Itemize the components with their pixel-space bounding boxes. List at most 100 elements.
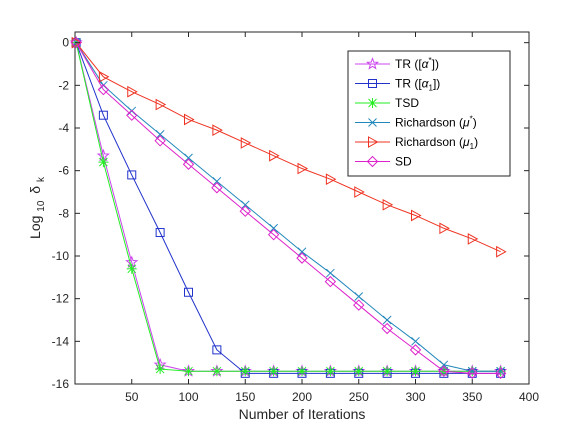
data-point <box>155 228 165 238</box>
data-point <box>467 366 477 376</box>
legend-label-base: SD <box>395 155 412 169</box>
legend-entry: Richardson (μ*) <box>355 115 477 130</box>
data-point <box>326 268 335 278</box>
legend-label: Richardson (μ*) <box>395 115 477 130</box>
x-tick-label: 100 <box>178 390 198 404</box>
legend-label-base: Richardson ( <box>395 135 463 149</box>
x-tick-label: 250 <box>349 390 369 404</box>
legend-label-base: TR ([ <box>395 77 422 91</box>
legend-entry: Richardson (μ1) <box>355 135 478 151</box>
data-point <box>240 200 250 210</box>
data-point <box>325 366 336 377</box>
y-tick-label: -8 <box>58 206 69 220</box>
legend-label-sub: 1 <box>470 142 475 151</box>
y-axis-label-sym: δ <box>27 186 43 194</box>
legend-box <box>347 50 511 177</box>
data-point <box>269 149 280 162</box>
data-point <box>297 162 309 175</box>
data-point <box>269 223 278 233</box>
data-point <box>211 182 223 194</box>
legend-swatch-marker <box>367 98 378 108</box>
legend-label: TR ([α1]) <box>395 77 440 93</box>
data-point <box>411 209 422 222</box>
series-line <box>75 42 501 253</box>
data-point <box>439 360 449 370</box>
ticks-layer: 50 100 150 200 250 300 350 400 0 -2 -4 -6 -8 -10 -12 -1… <box>52 32 539 404</box>
series-line <box>75 42 501 374</box>
data-point <box>127 170 137 180</box>
data-point <box>382 198 394 211</box>
data-point <box>353 299 365 311</box>
series-line <box>75 42 501 374</box>
y-tick-label: -10 <box>52 249 70 263</box>
legend-label-tail: ) <box>473 116 477 130</box>
data-point <box>184 287 193 297</box>
data-point <box>98 157 109 168</box>
series-3 <box>71 38 505 376</box>
data-point <box>155 364 166 375</box>
data-point <box>184 153 193 163</box>
y-tick-label: -2 <box>58 78 69 92</box>
data-point <box>184 113 195 126</box>
data-point <box>324 275 337 288</box>
y-axis-label-base: Log <box>27 216 43 239</box>
legend-label-base: Richardson ( <box>395 116 463 130</box>
y-axis-label-symsub: k <box>36 176 47 182</box>
data-point <box>353 366 364 377</box>
legend-label-base: TR ([ <box>395 57 422 71</box>
data-point <box>354 186 365 198</box>
data-point <box>297 366 307 377</box>
data-point <box>268 366 279 377</box>
data-point <box>467 233 479 245</box>
x-tick-label: 300 <box>405 390 425 404</box>
data-point <box>382 315 392 325</box>
data-point <box>126 109 138 121</box>
data-point <box>494 367 507 380</box>
legend-label-tail: ]) <box>432 57 439 71</box>
legend-label-sub: 1 <box>429 84 434 93</box>
legend-label-tail: ]) <box>433 77 440 91</box>
data-point <box>127 106 137 116</box>
x-tick-label: 400 <box>519 390 539 404</box>
data-point <box>439 222 450 235</box>
legend-entry: SD <box>355 155 412 169</box>
data-point <box>212 176 222 186</box>
series-line <box>75 42 501 372</box>
legend-swatch-marker <box>368 79 377 88</box>
legend-entry: TSD <box>355 96 419 110</box>
data-point <box>155 130 165 139</box>
legend-label-symbol: μ <box>462 135 470 149</box>
data-point <box>126 263 137 274</box>
x-axis-label: Number of Iterations <box>239 406 366 422</box>
y-tick-label: -4 <box>58 121 69 135</box>
data-point <box>410 366 421 377</box>
y-tick-label: -16 <box>52 377 70 391</box>
legend-label-sup: * <box>429 56 432 65</box>
legend-label-symbol: α <box>422 57 430 71</box>
legend-label-sup: * <box>470 115 473 124</box>
y-tick-label: 0 <box>62 36 69 50</box>
data-point <box>155 98 167 111</box>
data-point <box>296 252 308 264</box>
data-point <box>325 173 337 186</box>
data-point <box>466 367 478 380</box>
data-point <box>154 135 166 147</box>
x-tick-label: 150 <box>235 390 255 404</box>
data-point <box>211 366 222 377</box>
data-point <box>98 110 108 120</box>
y-tick-label: -6 <box>58 164 69 178</box>
data-point <box>212 345 222 355</box>
legend-label: TSD <box>395 96 419 110</box>
data-point <box>98 70 110 83</box>
data-point <box>183 366 194 377</box>
data-point <box>70 36 82 49</box>
legend-label: Richardson (μ1) <box>395 135 478 151</box>
series-layer <box>69 35 508 380</box>
legend-label-symbol: μ <box>462 116 470 130</box>
data-point <box>438 365 450 377</box>
y-axis-label-sub: 10 <box>36 200 47 212</box>
legend-swatch-marker <box>366 155 379 168</box>
data-point <box>240 137 252 149</box>
